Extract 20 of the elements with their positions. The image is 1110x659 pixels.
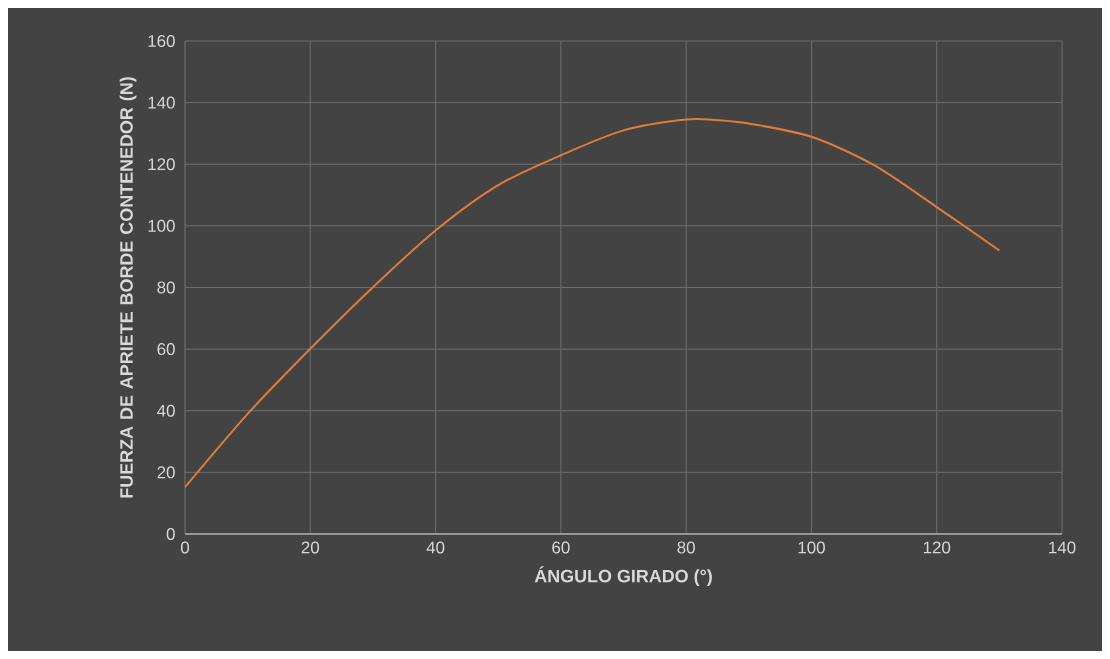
x-tick-label: 120 xyxy=(923,541,951,554)
y-tick-label: 160 xyxy=(148,34,175,47)
y-tick-label: 140 xyxy=(148,96,175,109)
y-tick-label: 0 xyxy=(166,527,175,540)
x-tick-label: 40 xyxy=(426,541,445,554)
x-tick-label: 20 xyxy=(301,541,320,554)
y-tick-label: 80 xyxy=(157,281,175,294)
line-series xyxy=(185,118,1001,489)
y-tick-label: 120 xyxy=(148,158,175,171)
x-tick-label: 140 xyxy=(1049,541,1076,554)
x-tick-label: 80 xyxy=(677,541,695,554)
x-tick-label: 100 xyxy=(798,541,825,554)
y-tick-label: 20 xyxy=(157,466,175,479)
y-tick-label: 40 xyxy=(157,404,175,417)
x-axis-title: ÁNGULO GIRADO (°) xyxy=(534,566,712,586)
x-tick-label: 0 xyxy=(180,541,190,554)
y-tick-label: 100 xyxy=(148,219,175,232)
y-axis-title: FUERZA DE APRIETE BORDE CONTENEDOR (N) xyxy=(119,77,137,498)
x-tick-label: 60 xyxy=(552,541,570,554)
y-tick-label: 60 xyxy=(157,343,175,356)
